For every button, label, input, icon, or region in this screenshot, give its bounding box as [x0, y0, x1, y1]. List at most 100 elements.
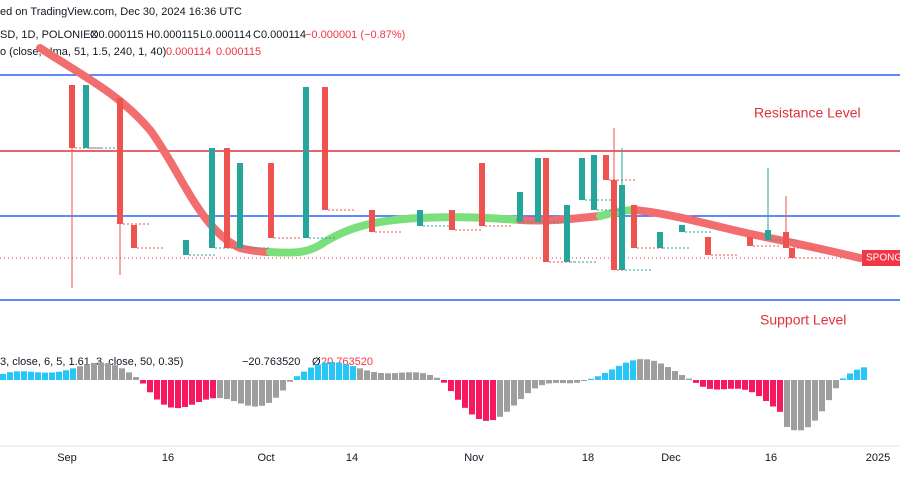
histogram-bar: [798, 380, 804, 431]
histogram-bar: [448, 380, 454, 392]
histogram-bar: [574, 380, 580, 383]
x-axis-label: 14: [346, 452, 358, 464]
histogram-bar: [413, 372, 419, 380]
candle-body: [657, 232, 663, 248]
histogram-bar: [203, 380, 209, 400]
histogram-bar: [371, 372, 377, 380]
histogram-bar: [378, 373, 384, 380]
histogram-bar: [770, 380, 776, 407]
histogram-bar: [693, 380, 699, 383]
x-axis-label: 16: [765, 452, 777, 464]
histogram-bar: [462, 380, 468, 408]
histogram-bar: [406, 372, 412, 380]
candle-body: [303, 87, 309, 238]
histogram-bar: [532, 380, 538, 389]
histogram-bar: [490, 380, 496, 421]
candle-body: [369, 210, 375, 232]
histogram-bar: [336, 362, 342, 380]
histogram-bar: [35, 372, 41, 380]
candle-body: [591, 155, 597, 210]
histogram-bar: [525, 380, 531, 394]
histogram-bar: [581, 380, 587, 382]
histogram-bar: [553, 380, 559, 383]
histogram-bar: [476, 380, 482, 419]
histogram-bar: [567, 380, 573, 384]
histogram-bar: [791, 380, 797, 431]
histogram-bar: [168, 380, 174, 408]
x-axis-label: Nov: [464, 452, 484, 464]
histogram-bar: [644, 359, 650, 380]
histogram-bar: [707, 380, 713, 389]
histogram-bar: [266, 380, 272, 403]
price-tag: [862, 250, 900, 266]
histogram-bar: [399, 372, 405, 380]
histogram-bar: [63, 370, 69, 380]
price-tag-text: SPONG: [866, 253, 900, 264]
histogram-bar: [21, 371, 27, 380]
histogram-bar: [343, 363, 349, 380]
histogram-bar: [84, 364, 90, 380]
histogram-bar: [665, 367, 671, 380]
histogram-bar: [434, 377, 440, 380]
candles: [69, 85, 822, 288]
histogram-bar: [840, 378, 846, 380]
histogram-bar: [714, 380, 720, 390]
candle-body: [783, 232, 789, 248]
histogram-bar: [539, 380, 545, 386]
high: H0.000115: [146, 29, 199, 41]
histogram-bar: [133, 377, 139, 380]
histogram-bar: [175, 380, 181, 409]
histogram-bar: [329, 361, 335, 380]
histogram-bar: [350, 366, 356, 380]
histogram-bar: [7, 372, 13, 380]
histogram-bar: [154, 380, 160, 400]
histogram-bar: [420, 373, 426, 380]
histogram-bar: [518, 380, 524, 400]
histogram-bar: [301, 371, 307, 380]
histogram-bar: [546, 380, 552, 384]
histogram-bar: [630, 360, 636, 380]
histogram-bar: [161, 380, 167, 405]
change: −0.000001 (−0.87%): [305, 29, 405, 41]
candle-body: [705, 237, 711, 255]
histogram-bar: [280, 380, 286, 391]
histogram-bar: [504, 380, 510, 412]
x-axis-label: Dec: [661, 452, 681, 464]
candle-body: [579, 158, 585, 200]
histogram-bar: [756, 380, 762, 397]
histogram-bar: [805, 380, 811, 428]
histogram-bar: [224, 380, 230, 400]
histogram-bar: [49, 372, 55, 380]
histogram-bar: [273, 380, 279, 398]
hma-ribbon: [36, 44, 864, 262]
histogram-bar: [182, 380, 188, 407]
histogram-bar: [28, 371, 34, 380]
candle-body: [237, 163, 243, 248]
symbol: SD, 1D, POLONIEX: [0, 29, 98, 41]
histogram-bar: [427, 374, 433, 380]
histogram-bar: [784, 380, 790, 427]
histogram-bar: [0, 374, 6, 380]
histogram-bar: [245, 380, 251, 406]
candle-body: [543, 158, 549, 262]
histogram-bar: [385, 373, 391, 380]
histogram-bar: [238, 380, 244, 404]
candle-body: [631, 205, 637, 248]
indicator: o (close, Hma, 51, 1.5, 240, 1, 40): [0, 46, 166, 58]
histogram-bar: [742, 380, 748, 390]
candle-body: [83, 85, 89, 148]
histogram-bar: [126, 372, 132, 380]
histogram-bar: [595, 376, 601, 380]
histogram-bar: [105, 363, 111, 380]
candle-body: [131, 225, 137, 248]
histogram-bar: [392, 373, 398, 380]
histogram-bar: [651, 360, 657, 380]
histogram-bar: [777, 380, 783, 412]
candle-body: [449, 210, 455, 230]
histogram-bar: [315, 364, 321, 380]
x-axis-label: 2025: [866, 452, 890, 464]
x-axis-label: Oct: [257, 452, 274, 464]
histogram-bar: [749, 380, 755, 393]
